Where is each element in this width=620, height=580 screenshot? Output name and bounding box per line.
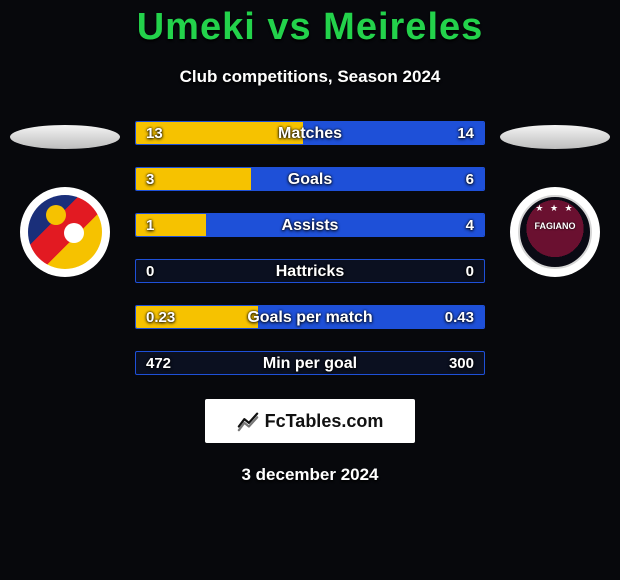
fctables-logo-icon [237,410,259,432]
right-player-column [495,121,615,277]
comparison-layout: 1314Matches 36Goals 14Assists 00Hattricks 0.… [0,121,620,375]
fagiano-crest-graphic [518,195,592,269]
subtitle: Club competitions, Season 2024 [0,67,620,87]
stats-bars: 1314Matches 36Goals 14Assists 00Hattricks 0.… [135,121,485,375]
right-player-ellipse [500,125,610,149]
vegalta-crest-graphic [28,195,102,269]
left-player-column [5,121,125,277]
left-club-crest [20,187,110,277]
stat-row: 14Assists [135,213,485,237]
stat-row: 1314Matches [135,121,485,145]
page-title: Umeki vs Meireles [0,0,620,49]
brand-badge: FcTables.com [205,399,415,443]
right-club-crest [510,187,600,277]
brand-text: FcTables.com [265,411,384,432]
stat-row: 36Goals [135,167,485,191]
stat-label: Hattricks [136,260,484,283]
stat-row: 472300Min per goal [135,351,485,375]
date-text: 3 december 2024 [0,465,620,485]
stat-label: Goals [136,168,484,191]
stat-label: Min per goal [136,352,484,375]
left-player-ellipse [10,125,120,149]
stat-label: Goals per match [136,306,484,329]
stat-label: Assists [136,214,484,237]
stat-row: 00Hattricks [135,259,485,283]
stat-label: Matches [136,122,484,145]
stat-row: 0.230.43Goals per match [135,305,485,329]
